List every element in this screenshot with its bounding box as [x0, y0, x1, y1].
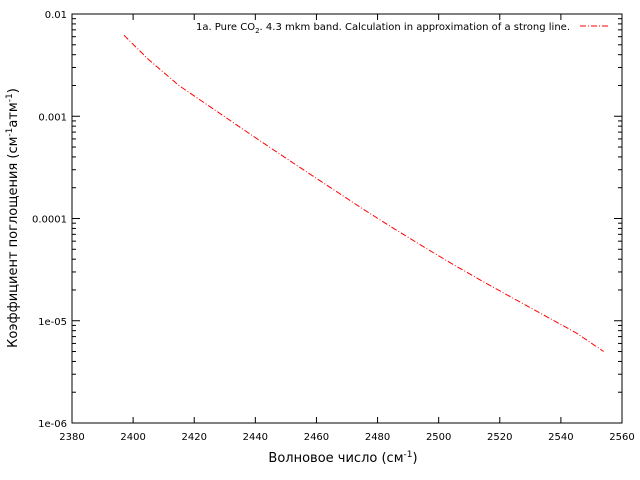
x-axis-title: Волновое число (см-1): [268, 450, 417, 466]
x-tick-label: 2440: [243, 432, 268, 443]
x-tick-label: 2480: [365, 432, 390, 443]
y-tick-label: 1e-06: [38, 419, 67, 430]
x-tick-label: 2560: [609, 432, 634, 443]
x-tick-label: 2500: [426, 432, 451, 443]
x-tick-label: 2520: [487, 432, 512, 443]
y-axis-title: Коэффициент поглощения (см-1атм-1): [5, 88, 21, 348]
x-tick-label: 2460: [304, 432, 329, 443]
x-tick-label: 2540: [548, 432, 573, 443]
y-tick-label: 1e-05: [38, 317, 67, 328]
legend: 1a. Pure CO2. 4.3 mkm band. Calculation …: [196, 22, 608, 35]
legend-entry-label: 1a. Pure CO2. 4.3 mkm band. Calculation …: [196, 22, 570, 35]
series-line-0: [123, 34, 604, 352]
x-tick-label: 2400: [120, 432, 145, 443]
y-tick-label: 0.0001: [32, 215, 67, 226]
x-tick-label: 2380: [59, 432, 84, 443]
y-tick-label: 0.01: [45, 10, 67, 21]
x-tick-label: 2420: [181, 432, 206, 443]
y-tick-label: 0.001: [38, 112, 67, 123]
plot-frame: [71, 13, 623, 424]
